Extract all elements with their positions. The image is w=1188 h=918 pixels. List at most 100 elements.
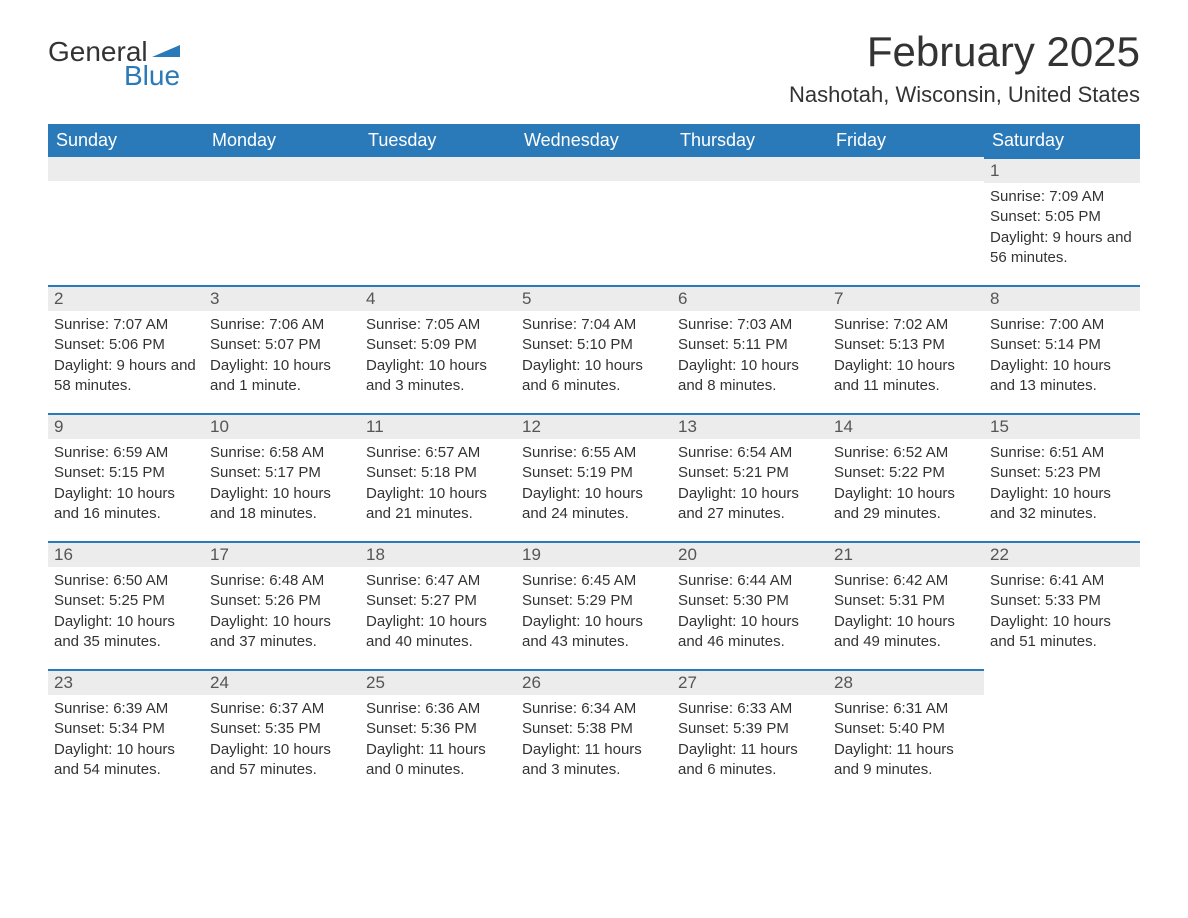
calendar-cell: 20Sunrise: 6:44 AMSunset: 5:30 PMDayligh… bbox=[672, 541, 828, 669]
sunrise-text: Sunrise: 7:03 AM bbox=[678, 315, 822, 335]
sunrise-text: Sunrise: 7:06 AM bbox=[210, 315, 354, 335]
calendar-cell: 19Sunrise: 6:45 AMSunset: 5:29 PMDayligh… bbox=[516, 541, 672, 669]
sunset-text: Sunset: 5:15 PM bbox=[54, 463, 198, 483]
flag-icon bbox=[152, 41, 180, 61]
day-content: Sunrise: 7:02 AMSunset: 5:13 PMDaylight:… bbox=[828, 311, 984, 406]
calendar-cell bbox=[516, 157, 672, 285]
sunrise-text: Sunrise: 6:57 AM bbox=[366, 443, 510, 463]
daylight-text: Daylight: 10 hours and 46 minutes. bbox=[678, 612, 822, 653]
logo-word-blue: Blue bbox=[124, 60, 180, 92]
sunrise-text: Sunrise: 6:36 AM bbox=[366, 699, 510, 719]
day-content: Sunrise: 7:09 AMSunset: 5:05 PMDaylight:… bbox=[984, 183, 1140, 278]
sunset-text: Sunset: 5:09 PM bbox=[366, 335, 510, 355]
daylight-text: Daylight: 10 hours and 40 minutes. bbox=[366, 612, 510, 653]
daylight-text: Daylight: 10 hours and 37 minutes. bbox=[210, 612, 354, 653]
sunrise-text: Sunrise: 6:41 AM bbox=[990, 571, 1134, 591]
daylight-text: Daylight: 10 hours and 32 minutes. bbox=[990, 484, 1134, 525]
calendar-cell: 8Sunrise: 7:00 AMSunset: 5:14 PMDaylight… bbox=[984, 285, 1140, 413]
daylight-text: Daylight: 10 hours and 6 minutes. bbox=[522, 356, 666, 397]
day-number: 19 bbox=[516, 541, 672, 567]
sunrise-text: Sunrise: 6:55 AM bbox=[522, 443, 666, 463]
day-content: Sunrise: 6:55 AMSunset: 5:19 PMDaylight:… bbox=[516, 439, 672, 534]
calendar-cell: 3 Sunrise: 7:06 AMSunset: 5:07 PMDaylight… bbox=[204, 285, 360, 413]
daylight-text: Daylight: 10 hours and 21 minutes. bbox=[366, 484, 510, 525]
sunset-text: Sunset: 5:25 PM bbox=[54, 591, 198, 611]
calendar-cell: 18Sunrise: 6:47 AMSunset: 5:27 PMDayligh… bbox=[360, 541, 516, 669]
daylight-text: Daylight: 10 hours and 24 minutes. bbox=[522, 484, 666, 525]
sunset-text: Sunset: 5:31 PM bbox=[834, 591, 978, 611]
sunset-text: Sunset: 5:33 PM bbox=[990, 591, 1134, 611]
calendar-cell: 24Sunrise: 6:37 AMSunset: 5:35 PMDayligh… bbox=[204, 669, 360, 797]
day-number: 25 bbox=[360, 669, 516, 695]
day-header: Sunday bbox=[48, 124, 204, 157]
day-content: Sunrise: 6:42 AMSunset: 5:31 PMDaylight:… bbox=[828, 567, 984, 662]
day-header: Wednesday bbox=[516, 124, 672, 157]
calendar-cell bbox=[828, 157, 984, 285]
day-header: Tuesday bbox=[360, 124, 516, 157]
sunset-text: Sunset: 5:40 PM bbox=[834, 719, 978, 739]
calendar-cell: 21Sunrise: 6:42 AMSunset: 5:31 PMDayligh… bbox=[828, 541, 984, 669]
sunrise-text: Sunrise: 6:50 AM bbox=[54, 571, 198, 591]
sunrise-text: Sunrise: 6:51 AM bbox=[990, 443, 1134, 463]
day-content: Sunrise: 6:59 AMSunset: 5:15 PMDaylight:… bbox=[48, 439, 204, 534]
day-number: 5 bbox=[516, 285, 672, 311]
day-number: 1 bbox=[984, 157, 1140, 183]
day-number: 13 bbox=[672, 413, 828, 439]
empty-day-bar bbox=[828, 157, 984, 181]
day-content: Sunrise: 6:48 AMSunset: 5:26 PMDaylight:… bbox=[204, 567, 360, 662]
daylight-text: Daylight: 10 hours and 11 minutes. bbox=[834, 356, 978, 397]
empty-day-bar bbox=[516, 157, 672, 181]
logo: General Blue bbox=[48, 28, 180, 92]
day-header: Saturday bbox=[984, 124, 1140, 157]
day-header: Monday bbox=[204, 124, 360, 157]
day-content: Sunrise: 7:05 AMSunset: 5:09 PMDaylight:… bbox=[360, 311, 516, 406]
calendar-cell: 15Sunrise: 6:51 AMSunset: 5:23 PMDayligh… bbox=[984, 413, 1140, 541]
sunrise-text: Sunrise: 7:05 AM bbox=[366, 315, 510, 335]
calendar-body: 1Sunrise: 7:09 AMSunset: 5:05 PMDaylight… bbox=[48, 157, 1140, 797]
sunset-text: Sunset: 5:27 PM bbox=[366, 591, 510, 611]
day-number: 11 bbox=[360, 413, 516, 439]
sunset-text: Sunset: 5:06 PM bbox=[54, 335, 198, 355]
sunset-text: Sunset: 5:36 PM bbox=[366, 719, 510, 739]
day-number: 7 bbox=[828, 285, 984, 311]
daylight-text: Daylight: 10 hours and 54 minutes. bbox=[54, 740, 198, 781]
calendar-table: SundayMondayTuesdayWednesdayThursdayFrid… bbox=[48, 124, 1140, 797]
daylight-text: Daylight: 10 hours and 29 minutes. bbox=[834, 484, 978, 525]
day-number: 10 bbox=[204, 413, 360, 439]
sunset-text: Sunset: 5:21 PM bbox=[678, 463, 822, 483]
month-title: February 2025 bbox=[789, 28, 1140, 76]
day-number: 28 bbox=[828, 669, 984, 695]
calendar-cell: 13Sunrise: 6:54 AMSunset: 5:21 PMDayligh… bbox=[672, 413, 828, 541]
sunrise-text: Sunrise: 6:42 AM bbox=[834, 571, 978, 591]
sunset-text: Sunset: 5:05 PM bbox=[990, 207, 1134, 227]
sunrise-text: Sunrise: 6:37 AM bbox=[210, 699, 354, 719]
day-content: Sunrise: 6:50 AMSunset: 5:25 PMDaylight:… bbox=[48, 567, 204, 662]
daylight-text: Daylight: 10 hours and 43 minutes. bbox=[522, 612, 666, 653]
day-content: Sunrise: 6:37 AMSunset: 5:35 PMDaylight:… bbox=[204, 695, 360, 790]
day-content: Sunrise: 7:03 AMSunset: 5:11 PMDaylight:… bbox=[672, 311, 828, 406]
calendar-cell: 17Sunrise: 6:48 AMSunset: 5:26 PMDayligh… bbox=[204, 541, 360, 669]
sunset-text: Sunset: 5:18 PM bbox=[366, 463, 510, 483]
empty-day-bar bbox=[672, 157, 828, 181]
day-number: 3 bbox=[204, 285, 360, 311]
day-number: 24 bbox=[204, 669, 360, 695]
calendar-cell: 9Sunrise: 6:59 AMSunset: 5:15 PMDaylight… bbox=[48, 413, 204, 541]
calendar-cell: 22Sunrise: 6:41 AMSunset: 5:33 PMDayligh… bbox=[984, 541, 1140, 669]
sunset-text: Sunset: 5:22 PM bbox=[834, 463, 978, 483]
day-number: 6 bbox=[672, 285, 828, 311]
sunrise-text: Sunrise: 6:44 AM bbox=[678, 571, 822, 591]
calendar-week: 16Sunrise: 6:50 AMSunset: 5:25 PMDayligh… bbox=[48, 541, 1140, 669]
calendar-week: 2Sunrise: 7:07 AMSunset: 5:06 PMDaylight… bbox=[48, 285, 1140, 413]
sunrise-text: Sunrise: 7:00 AM bbox=[990, 315, 1134, 335]
sunrise-text: Sunrise: 6:34 AM bbox=[522, 699, 666, 719]
sunset-text: Sunset: 5:13 PM bbox=[834, 335, 978, 355]
daylight-text: Daylight: 10 hours and 3 minutes. bbox=[366, 356, 510, 397]
sunrise-text: Sunrise: 7:07 AM bbox=[54, 315, 198, 335]
day-number: 23 bbox=[48, 669, 204, 695]
calendar-cell bbox=[984, 669, 1140, 797]
calendar-cell: 25Sunrise: 6:36 AMSunset: 5:36 PMDayligh… bbox=[360, 669, 516, 797]
daylight-text: Daylight: 10 hours and 1 minute. bbox=[210, 356, 354, 397]
calendar-cell: 5Sunrise: 7:04 AMSunset: 5:10 PMDaylight… bbox=[516, 285, 672, 413]
calendar-cell: 14Sunrise: 6:52 AMSunset: 5:22 PMDayligh… bbox=[828, 413, 984, 541]
sunset-text: Sunset: 5:07 PM bbox=[210, 335, 354, 355]
